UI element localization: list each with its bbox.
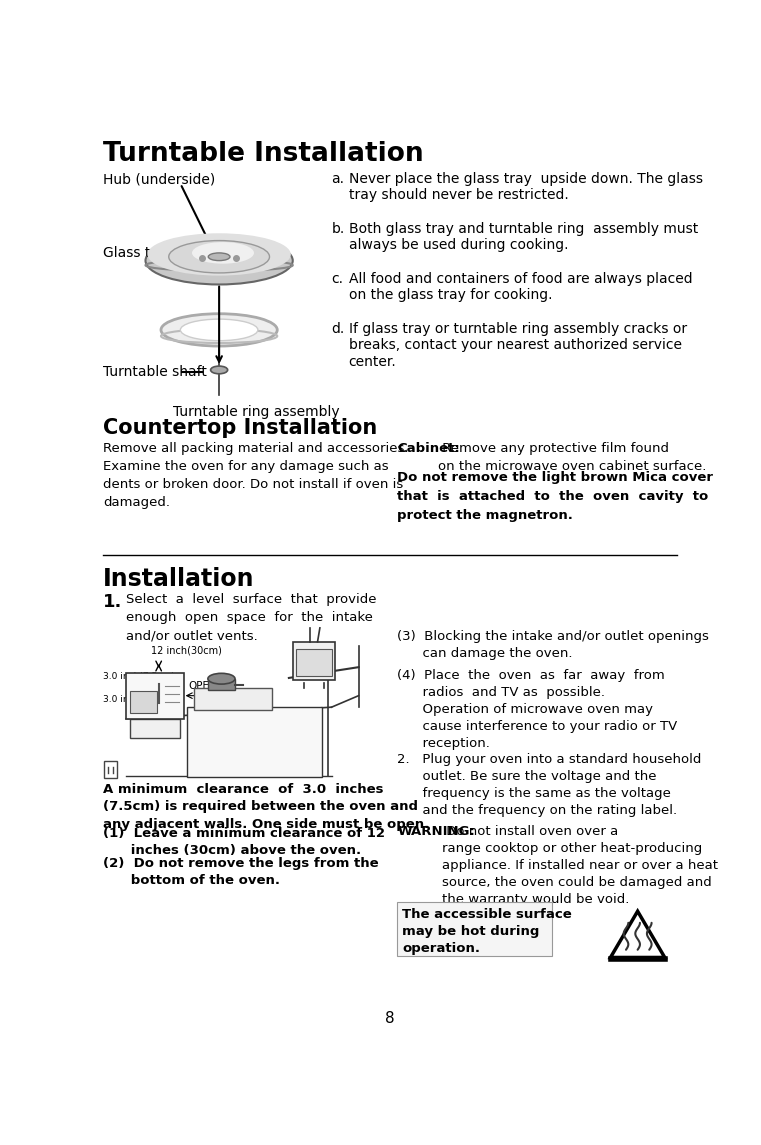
Text: A minimum  clearance  of  3.0  inches
(7.5cm) is required between the oven and
a: A minimum clearance of 3.0 inches (7.5cm… xyxy=(103,783,429,830)
Text: c.: c. xyxy=(332,273,343,286)
Text: Installation: Installation xyxy=(103,567,254,591)
Bar xyxy=(130,719,180,739)
Text: d.: d. xyxy=(332,322,345,337)
Ellipse shape xyxy=(180,319,258,341)
Text: The accessible surface
may be hot during
operation.: The accessible surface may be hot during… xyxy=(402,908,572,955)
Text: If glass tray or turntable ring assembly cracks or
breaks, contact your nearest : If glass tray or turntable ring assembly… xyxy=(349,322,686,369)
Text: (1)  Leave a minimum clearance of 12
      inches (30cm) above the oven.: (1) Leave a minimum clearance of 12 inch… xyxy=(103,828,385,858)
Text: Never place the glass tray  upside down. The glass
tray should never be restrict: Never place the glass tray upside down. … xyxy=(349,172,702,203)
Text: (4)  Place  the  oven  as  far  away  from
      radios  and TV as  possible.
  : (4) Place the oven as far away from radi… xyxy=(397,669,677,750)
Text: All food and containers of food are always placed
on the glass tray for cooking.: All food and containers of food are alwa… xyxy=(349,273,693,302)
Text: Turntable ring assembly: Turntable ring assembly xyxy=(173,405,339,419)
Ellipse shape xyxy=(145,237,293,284)
Text: Select  a  level  surface  that  provide
enough  open  space  for  the  intake
a: Select a level surface that provide enou… xyxy=(126,593,377,642)
Bar xyxy=(194,688,272,710)
Text: Glass tray: Glass tray xyxy=(103,246,173,260)
Text: Countertop Installation: Countertop Installation xyxy=(103,418,377,439)
Text: Do not install oven over a
range cooktop or other heat-producing
appliance. If i: Do not install oven over a range cooktop… xyxy=(442,826,718,906)
Text: (3)  Blocking the intake and/or outlet openings
      can damage the oven.: (3) Blocking the intake and/or outlet op… xyxy=(397,630,709,661)
Text: 1.: 1. xyxy=(103,593,123,611)
Ellipse shape xyxy=(169,240,269,273)
Text: OPEN: OPEN xyxy=(188,680,217,690)
Ellipse shape xyxy=(192,242,254,263)
Text: 12 inch(30cm): 12 inch(30cm) xyxy=(151,646,221,656)
Text: Do not remove the light brown Mica cover
that  is  attached  to  the  oven  cavi: Do not remove the light brown Mica cover… xyxy=(397,471,713,522)
Ellipse shape xyxy=(211,366,228,373)
Bar xyxy=(126,672,184,719)
Bar xyxy=(186,708,322,776)
Text: b.: b. xyxy=(332,222,345,236)
Text: Remove all packing material and accessories.
Examine the oven for any damage suc: Remove all packing material and accessor… xyxy=(103,442,409,508)
Polygon shape xyxy=(610,911,665,957)
Text: Both glass tray and turntable ring  assembly must
always be used during cooking.: Both glass tray and turntable ring assem… xyxy=(349,222,698,252)
Text: (2)  Do not remove the legs from the
      bottom of the oven.: (2) Do not remove the legs from the bott… xyxy=(103,856,378,886)
Bar xyxy=(293,641,336,680)
Bar xyxy=(296,649,333,677)
Text: a.: a. xyxy=(332,172,345,185)
Text: 3.0 inch(7.5cm): 3.0 inch(7.5cm) xyxy=(103,672,174,681)
Text: WARNING:: WARNING: xyxy=(397,826,476,838)
Bar xyxy=(397,902,552,956)
Bar xyxy=(209,679,234,690)
Ellipse shape xyxy=(148,234,291,276)
Text: 8: 8 xyxy=(385,1011,394,1026)
Text: 3.0 inch(7.5cm): 3.0 inch(7.5cm) xyxy=(103,695,174,704)
Ellipse shape xyxy=(209,253,230,261)
Text: Remove any protective film found
on the microwave oven cabinet surface.: Remove any protective film found on the … xyxy=(438,442,706,473)
Bar xyxy=(104,761,117,779)
Text: 2.   Plug your oven into a standard household
      outlet. Be sure the voltage : 2. Plug your oven into a standard househ… xyxy=(397,753,702,818)
Bar xyxy=(130,692,157,712)
Text: Cabinet:: Cabinet: xyxy=(397,442,460,455)
Text: Hub (underside): Hub (underside) xyxy=(103,172,215,185)
Text: Turntable Installation: Turntable Installation xyxy=(103,141,424,167)
Ellipse shape xyxy=(161,314,277,346)
Text: Turntable shaft: Turntable shaft xyxy=(103,365,207,379)
Ellipse shape xyxy=(208,673,235,684)
